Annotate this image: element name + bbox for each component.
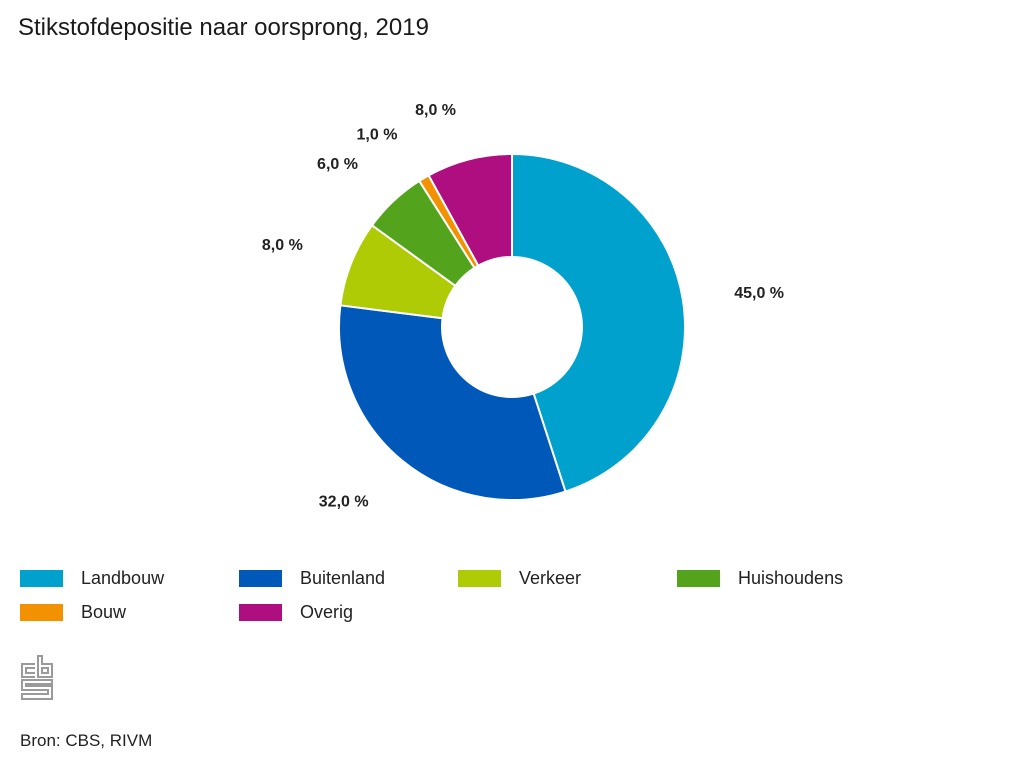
legend-item-verkeer[interactable]: Verkeer [458,568,581,589]
data-label-huishoudens: 6,0 % [317,156,358,173]
legend-label: Huishoudens [738,568,844,588]
chart-title: Stikstofdepositie naar oorsprong, 2019 [18,14,429,41]
donut-chart: 45,0 % 32,0 % 8,0 % 6,0 % 1,0 % 8,0 % [262,102,784,510]
slice-buitenland[interactable] [338,304,567,501]
legend-label: Bouw [81,602,127,622]
legend-item-landbouw[interactable]: Landbouw [20,568,164,589]
legend-swatch [239,570,282,587]
legend-item-huishoudens[interactable]: Huishoudens [677,568,843,589]
legend-label: Buitenland [300,568,386,588]
cbs-logo-icon [20,655,54,706]
data-label-buitenland: 32,0 % [319,493,369,510]
data-label-verkeer: 8,0 % [262,237,303,254]
source-note: Bron: CBS, RIVM [20,731,153,750]
legend-item-overig[interactable]: Overig [239,602,353,623]
slice-overig[interactable] [427,152,513,268]
legend-swatch [239,604,282,621]
slice-landbouw[interactable] [511,152,687,493]
data-label-bouw: 1,0 % [357,126,398,143]
legend-item-bouw[interactable]: Bouw [20,602,126,623]
legend-swatch [458,570,501,587]
legend-label: Landbouw [81,568,165,588]
legend-item-buitenland[interactable]: Buitenland [239,568,385,589]
data-label-landbouw: 45,0 % [734,285,784,302]
legend-swatch [20,570,63,587]
legend-label: Overig [300,602,354,622]
legend-swatch [20,604,63,621]
data-label-overig: 8,0 % [415,102,456,119]
legend-swatch [677,570,720,587]
legend-label: Verkeer [519,568,582,588]
